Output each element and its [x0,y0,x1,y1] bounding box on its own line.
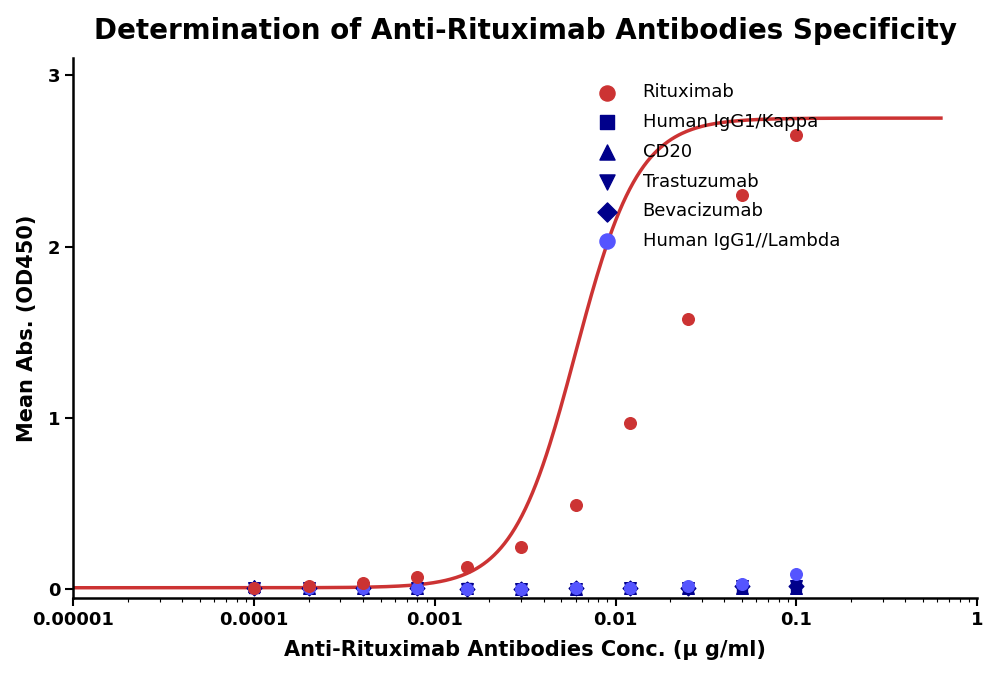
Human IgG1/Kappa [409,582,425,593]
Bevacizumab [246,582,262,593]
Rituximab [568,500,584,511]
Legend: Rituximab, Human IgG1/Kappa, CD20, Trastuzumab, Bevacizumab, Human IgG1//Lambda: Rituximab, Human IgG1/Kappa, CD20, Trast… [589,83,840,250]
CD20 [622,582,638,593]
Trastuzumab [734,581,750,592]
Human IgG1//Lambda [459,584,475,595]
Human IgG1//Lambda [246,582,262,593]
Trastuzumab [680,582,696,593]
Human IgG1/Kappa [622,582,638,593]
Bevacizumab [734,581,750,592]
Human IgG1/Kappa [788,581,804,592]
Human IgG1/Kappa [246,582,262,593]
Human IgG1/Kappa [734,582,750,593]
Human IgG1/Kappa [568,584,584,595]
Human IgG1//Lambda [788,569,804,580]
Bevacizumab [788,581,804,592]
Bevacizumab [355,582,371,593]
CD20 [355,582,371,593]
Trastuzumab [459,584,475,595]
CD20 [459,582,475,593]
CD20 [788,582,804,593]
Human IgG1//Lambda [680,581,696,592]
Trastuzumab [246,582,262,593]
Trastuzumab [568,584,584,595]
Human IgG1//Lambda [622,582,638,593]
Bevacizumab [409,582,425,593]
Bevacizumab [513,584,529,595]
Trastuzumab [622,582,638,593]
CD20 [301,582,317,593]
Rituximab [355,577,371,588]
Trastuzumab [788,581,804,592]
Bevacizumab [568,582,584,593]
Rituximab [734,190,750,200]
Human IgG1//Lambda [568,582,584,593]
Human IgG1//Lambda [355,582,371,593]
Trastuzumab [513,584,529,595]
Trastuzumab [409,582,425,593]
Human IgG1//Lambda [301,582,317,593]
Bevacizumab [459,584,475,595]
Title: Determination of Anti-Rituximab Antibodies Specificity: Determination of Anti-Rituximab Antibodi… [94,17,957,45]
Trastuzumab [355,582,371,593]
Rituximab [788,130,804,141]
Human IgG1/Kappa [355,582,371,593]
CD20 [246,581,262,592]
CD20 [734,582,750,593]
Bevacizumab [680,582,696,593]
Human IgG1/Kappa [301,582,317,593]
Human IgG1/Kappa [513,584,529,595]
Trastuzumab [301,582,317,593]
Human IgG1/Kappa [459,582,475,593]
Bevacizumab [622,582,638,593]
X-axis label: Anti-Rituximab Antibodies Conc. (μ g/ml): Anti-Rituximab Antibodies Conc. (μ g/ml) [284,640,766,660]
Y-axis label: Mean Abs. (OD450): Mean Abs. (OD450) [17,215,37,442]
Rituximab [301,581,317,592]
Human IgG1//Lambda [734,579,750,590]
CD20 [568,584,584,595]
Rituximab [409,572,425,583]
Rituximab [622,418,638,429]
CD20 [513,584,529,595]
Rituximab [513,541,529,552]
Rituximab [459,562,475,573]
Rituximab [246,582,262,593]
Human IgG1//Lambda [409,582,425,593]
Human IgG1//Lambda [513,584,529,595]
CD20 [680,582,696,593]
Bevacizumab [301,582,317,593]
Human IgG1/Kappa [680,582,696,593]
Rituximab [680,313,696,324]
CD20 [409,582,425,593]
